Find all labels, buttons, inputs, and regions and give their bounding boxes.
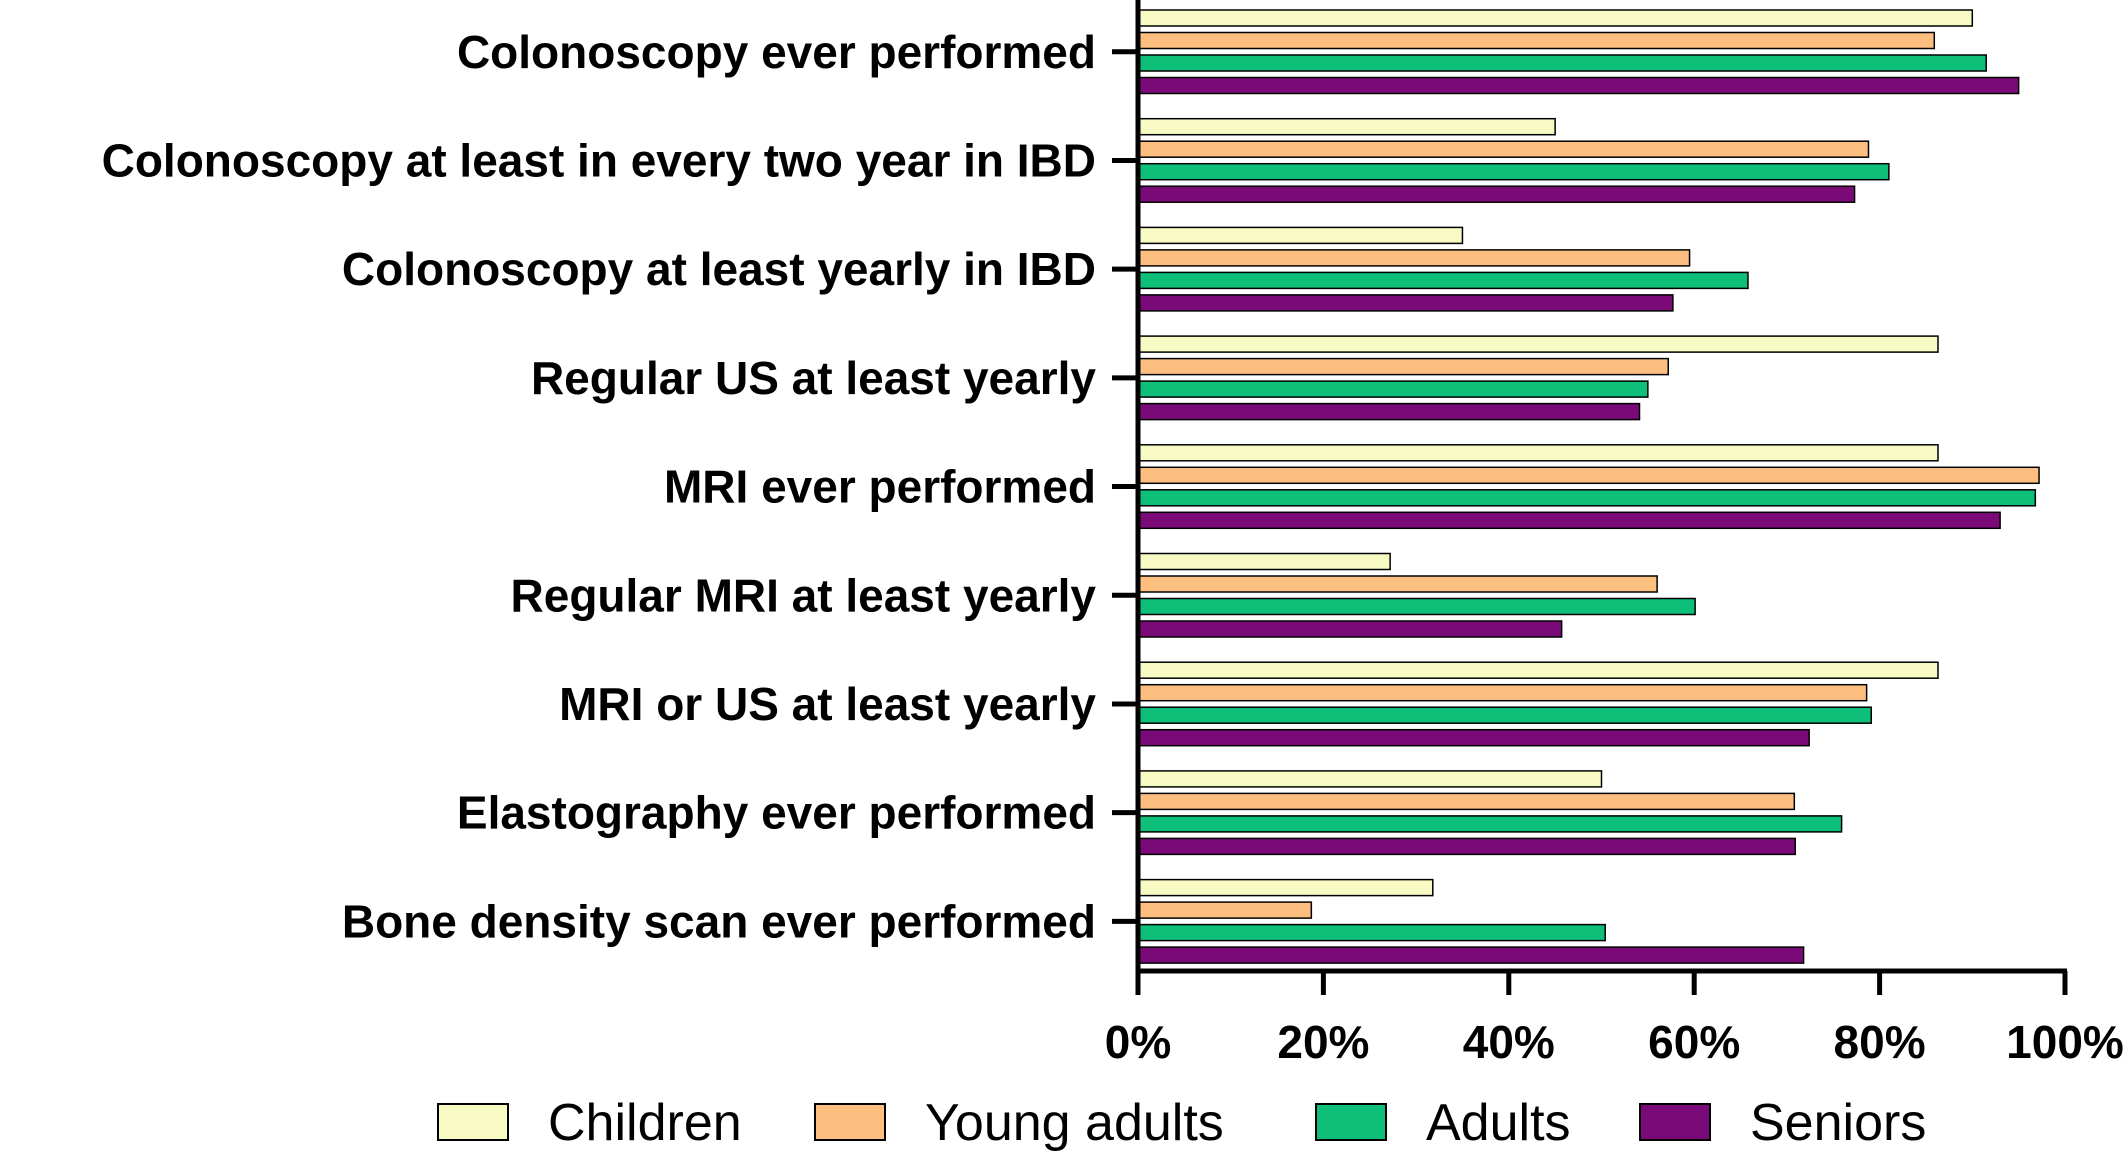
category-label-0: Colonoscopy ever performed <box>457 26 1096 78</box>
bar-5-1 <box>1137 575 1658 593</box>
bar-7-1 <box>1137 792 1796 811</box>
bar-7-3 <box>1137 837 1796 856</box>
bar-5-3 <box>1137 620 1563 638</box>
legend-label-0: Children <box>548 1094 742 1152</box>
bar-1-0 <box>1137 117 1556 136</box>
legend-swatch-0 <box>437 1103 509 1141</box>
legend-label-2: Adults <box>1426 1094 1571 1152</box>
x-tick-label-0: 0% <box>1105 1016 1171 1068</box>
bar-6-3 <box>1137 728 1810 747</box>
bar-5-2 <box>1137 597 1696 616</box>
bar-8-2 <box>1137 923 1606 942</box>
category-label-6: MRI or US at least yearly <box>559 678 1096 730</box>
x-tick-label-3: 60% <box>1648 1016 1740 1068</box>
bar-0-1 <box>1137 31 1936 50</box>
category-label-2: Colonoscopy at least yearly in IBD <box>342 243 1096 295</box>
bar-0-2 <box>1137 54 1987 72</box>
bar-7-2 <box>1137 815 1843 833</box>
bar-4-2 <box>1137 489 2037 507</box>
legend-swatch-3 <box>1639 1103 1711 1141</box>
bar-3-3 <box>1137 402 1641 421</box>
bar-1-1 <box>1137 140 1870 158</box>
bar-6-1 <box>1137 683 1868 702</box>
bar-0-3 <box>1137 76 2020 95</box>
bar-0-0 <box>1137 9 1974 27</box>
bar-2-0 <box>1137 226 1464 245</box>
bar-1-3 <box>1137 185 1856 203</box>
x-tick-label-1: 20% <box>1277 1016 1369 1068</box>
legend-swatch-1 <box>814 1103 886 1141</box>
bar-8-1 <box>1137 901 1313 919</box>
legend-label-3: Seniors <box>1750 1094 1926 1152</box>
bar-4-1 <box>1137 466 2040 485</box>
bar-8-3 <box>1137 946 1805 964</box>
category-label-4: MRI ever performed <box>664 461 1096 513</box>
bar-2-1 <box>1137 249 1691 267</box>
bar-4-0 <box>1137 444 1939 462</box>
category-label-5: Regular MRI at least yearly <box>511 569 1097 621</box>
bar-3-0 <box>1137 335 1939 353</box>
category-label-8: Bone density scan ever performed <box>342 895 1096 947</box>
category-label-3: Regular US at least yearly <box>531 352 1096 404</box>
bar-7-0 <box>1137 770 1603 788</box>
x-tick-label-2: 40% <box>1463 1016 1555 1068</box>
category-label-7: Elastography ever performed <box>457 787 1096 839</box>
bar-1-2 <box>1137 162 1890 181</box>
legend-label-1: Young adults <box>925 1094 1224 1152</box>
bar-3-2 <box>1137 380 1649 398</box>
x-tick-label-4: 80% <box>1834 1016 1926 1068</box>
bar-2-3 <box>1137 294 1674 312</box>
bar-3-1 <box>1137 357 1669 376</box>
bar-5-0 <box>1137 552 1391 571</box>
bar-8-0 <box>1137 878 1434 897</box>
bar-4-3 <box>1137 511 2001 530</box>
bar-2-2 <box>1137 271 1749 290</box>
bar-6-0 <box>1137 661 1939 679</box>
legend-swatch-2 <box>1315 1103 1387 1141</box>
bar-6-2 <box>1137 706 1873 724</box>
x-tick-label-5: 100% <box>2006 1016 2124 1068</box>
category-label-1: Colonoscopy at least in every two year i… <box>102 134 1096 186</box>
